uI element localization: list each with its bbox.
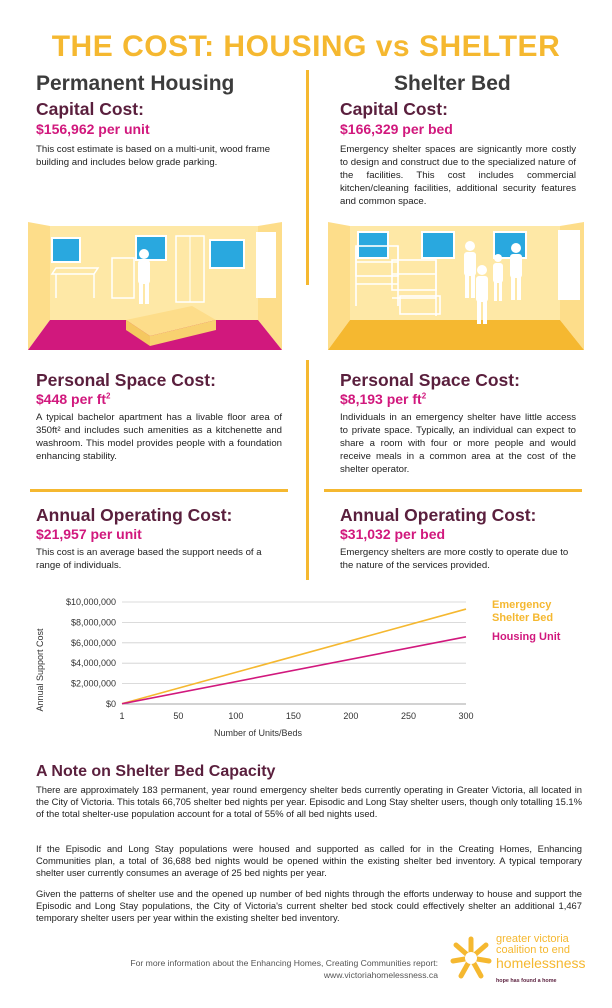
apartment-illustration <box>28 222 282 350</box>
y-tick-label: $8,000,000 <box>71 617 116 627</box>
y-tick-label: $4,000,000 <box>71 658 116 668</box>
x-tick-label: 300 <box>458 711 473 721</box>
x-axis-label: Number of Units/Beds <box>214 728 303 738</box>
x-tick-label: 50 <box>173 711 183 721</box>
column-divider-lower <box>306 360 309 580</box>
x-tick-label: 150 <box>286 711 301 721</box>
note-paragraph-1: There are approximately 183 permanent, y… <box>36 784 582 820</box>
logo-line-3: homelessness <box>496 955 586 971</box>
y-tick-label: $2,000,000 <box>71 679 116 689</box>
left-column-heading: Permanent Housing <box>36 72 235 95</box>
right-capital-text: Emergency shelter spaces are signicantly… <box>340 144 576 207</box>
left-operating-text: This cost is an average based the suppor… <box>36 547 262 571</box>
footer-line: For more information about the Enhancing… <box>130 958 438 968</box>
footer-link[interactable]: www.victoriahomelessness.ca <box>323 970 438 980</box>
left-capital-value: $156,962 per unit <box>36 121 150 137</box>
left-operating-label: Annual Operating Cost: <box>36 505 233 525</box>
left-operating-value: $21,957 per unit <box>36 526 142 542</box>
series-line <box>121 608 467 705</box>
right-operating-label: Annual Operating Cost: <box>340 505 537 525</box>
right-operating-value: $31,032 per bed <box>340 526 446 542</box>
logo-tagline: hope has found a home <box>496 978 557 984</box>
left-capital-label: Capital Cost: <box>36 99 144 119</box>
logo-line-2: coalition to end <box>496 943 570 956</box>
left-section-rule <box>30 489 288 492</box>
y-axis-label: Annual Support Cost <box>35 628 45 712</box>
cost-line-chart: $10,000,000 $8,000,000 $6,000,000 $4,000,00… <box>35 597 561 738</box>
right-capital-label: Capital Cost: <box>340 99 448 119</box>
series-line <box>121 636 467 705</box>
shelter-illustration <box>328 222 584 350</box>
right-personal-text: Individuals in an emergency shelter have… <box>340 412 576 475</box>
left-capital-text: This cost estimate is based on a multi-u… <box>36 144 271 168</box>
note-paragraph-2: If the Episodic and Long Stay population… <box>36 843 582 879</box>
footer-info: For more information about the Enhancing… <box>80 957 438 981</box>
right-column-heading: Shelter Bed <box>394 72 511 95</box>
starburst-logo-icon <box>450 936 492 979</box>
y-tick-label: $6,000,000 <box>71 638 116 648</box>
right-personal-label: Personal Space Cost: <box>340 370 520 390</box>
note-paragraph-3: Given the patterns of shelter use and th… <box>36 888 582 924</box>
y-tick-label: $10,000,000 <box>66 597 116 607</box>
left-personal-label: Personal Space Cost: <box>36 370 216 390</box>
page-title: THE COST: HOUSING vs SHELTER <box>51 30 561 63</box>
right-section-rule <box>324 489 582 492</box>
column-divider <box>306 70 309 285</box>
legend-entry: Housing Unit <box>492 631 561 643</box>
right-personal-value: $8,193 per ft2 <box>340 391 427 407</box>
coalition-logo: greater victoria coalition to end homele… <box>450 934 600 1000</box>
logo-wordmark: greater victoria coalition to end homele… <box>496 934 586 971</box>
x-tick-label: 250 <box>401 711 416 721</box>
x-tick-label: 100 <box>228 711 243 721</box>
logo-line-1: greater victoria <box>496 933 569 945</box>
x-tick-label: 1 <box>119 711 124 721</box>
y-tick-label: $0 <box>106 699 116 709</box>
note-title: A Note on Shelter Bed Capacity <box>36 763 276 780</box>
x-tick-label: 200 <box>343 711 358 721</box>
legend-entry: Emergency Shelter Bed <box>492 599 553 624</box>
right-capital-value: $166,329 per bed <box>340 121 453 137</box>
right-operating-text: Emergency shelters are more costly to op… <box>340 547 569 571</box>
left-personal-text: A typical bachelor apartment has a livab… <box>36 412 282 462</box>
left-personal-value: $448 per ft2 <box>36 391 111 407</box>
